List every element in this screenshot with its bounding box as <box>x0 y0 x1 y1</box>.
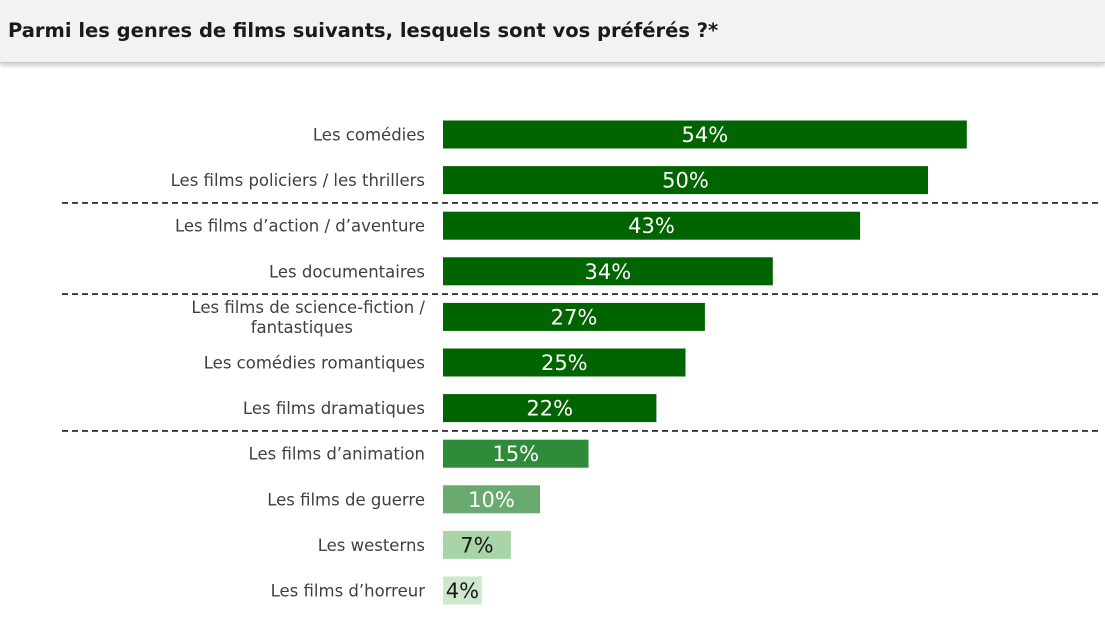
category-label-line: Les documentaires <box>269 262 425 281</box>
category-label: Les films d’animation <box>249 445 425 464</box>
category-label: Les films de guerre <box>267 490 425 509</box>
data-label: 43% <box>628 214 675 238</box>
category-label: Les films de science-fiction / fantastiqu… <box>191 298 425 337</box>
category-label-line: fantastiques <box>251 318 353 337</box>
category-label-line: Les films de guerre <box>267 490 425 509</box>
bar <box>443 166 928 195</box>
data-label: 22% <box>526 397 573 421</box>
bar <box>443 348 686 377</box>
category-label: Les films policiers / les thrillers <box>171 171 425 190</box>
data-label: 7% <box>460 533 493 557</box>
category-label-line: Les films d’animation <box>249 445 425 464</box>
bar <box>443 120 967 149</box>
bar <box>443 576 482 605</box>
data-label: 15% <box>492 442 539 466</box>
data-label: 25% <box>541 351 588 375</box>
category-label: Les films dramatiques <box>243 399 425 418</box>
data-label: 4% <box>446 579 479 603</box>
category-label: Les westerns <box>318 536 425 555</box>
bar <box>443 394 657 423</box>
category-label-line: Les films d’action / d’aventure <box>175 217 425 236</box>
category-label: Les comédies <box>313 126 425 145</box>
data-label: 10% <box>468 488 515 512</box>
category-label-line: Les comédies <box>313 126 425 145</box>
bar <box>443 211 861 240</box>
bar <box>443 530 511 559</box>
data-label: 34% <box>585 260 632 284</box>
bar <box>443 257 773 286</box>
bar <box>443 485 540 514</box>
category-label: Les films d’action / d’aventure <box>175 217 425 236</box>
question-header: Parmi les genres de films suivants, lesq… <box>0 0 1105 63</box>
category-label: Les films d’horreur <box>271 582 426 601</box>
bar <box>443 439 589 468</box>
category-label-line: Les films d’horreur <box>271 582 426 601</box>
data-label: 50% <box>662 169 709 193</box>
category-label-line: Les films de science-fiction / <box>191 298 425 317</box>
category-label-line: Les westerns <box>318 536 425 555</box>
category-label: Les comédies romantiques <box>204 354 425 373</box>
category-label: Les documentaires <box>269 262 425 281</box>
bar <box>443 302 705 331</box>
question-title: Parmi les genres de films suivants, lesq… <box>8 19 719 42</box>
category-label-line: Les films policiers / les thrillers <box>171 171 425 190</box>
category-label-line: Les comédies romantiques <box>204 354 425 373</box>
category-label-line: Les films dramatiques <box>243 399 425 418</box>
data-label: 27% <box>551 305 598 329</box>
data-label: 54% <box>682 123 729 147</box>
